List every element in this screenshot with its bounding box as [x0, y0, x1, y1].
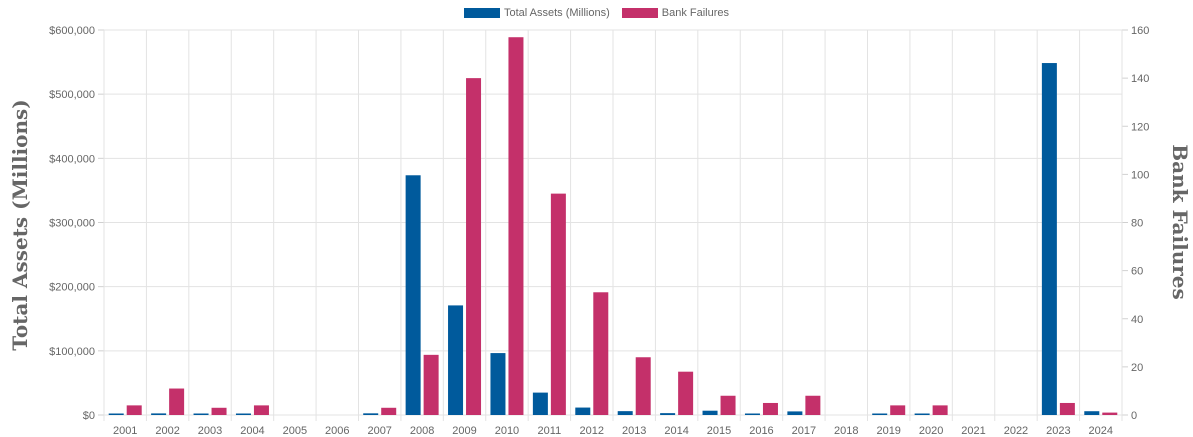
y-left-tick-label: $0 — [83, 410, 95, 422]
bar-bank-failures-2007[interactable] — [381, 407, 397, 415]
y-left-tick-label: $600,000 — [49, 25, 95, 37]
x-tick-label: 2001 — [113, 425, 137, 437]
y-right-tick-label: 140 — [1131, 73, 1149, 85]
bar-total-assets-2019[interactable] — [872, 413, 888, 416]
bar-bank-failures-2024[interactable] — [1102, 412, 1118, 415]
bar-total-assets-2003[interactable] — [193, 413, 209, 416]
legend-item-total-assets[interactable]: Total Assets (Millions) — [463, 7, 610, 19]
bar-total-assets-2011[interactable] — [532, 392, 548, 415]
bar-total-assets-2023[interactable] — [1041, 63, 1057, 415]
bar-total-assets-2004[interactable] — [235, 413, 251, 416]
bar-total-assets-2016[interactable] — [744, 413, 760, 416]
x-tick-label: 2002 — [155, 425, 179, 437]
bar-total-assets-2007[interactable] — [363, 413, 379, 415]
bar-total-assets-2015[interactable] — [702, 410, 718, 415]
bar-total-assets-2008[interactable] — [405, 175, 421, 415]
bar-bank-failures-2009[interactable] — [466, 78, 482, 415]
bar-bank-failures-2003[interactable] — [211, 407, 227, 415]
bar-bank-failures-2011[interactable] — [550, 193, 566, 415]
x-tick-label: 2009 — [452, 425, 476, 437]
y-right-tick-label: 0 — [1131, 410, 1137, 422]
y-left-tick-label: $200,000 — [49, 282, 95, 294]
y-right-tick-label: 80 — [1131, 218, 1143, 230]
legend-label-total-assets: Total Assets (Millions) — [503, 7, 610, 19]
bar-bank-failures-2004[interactable] — [253, 405, 269, 415]
bar-total-assets-2001[interactable] — [108, 413, 124, 416]
y-right-tick-label: 60 — [1131, 266, 1143, 278]
x-tick-label: 2012 — [580, 425, 604, 437]
bar-total-assets-2009[interactable] — [448, 305, 464, 415]
x-tick-label: 2016 — [749, 425, 773, 437]
x-tick-label: 2021 — [961, 425, 985, 437]
x-tick-label: 2018 — [834, 425, 858, 437]
bar-bank-failures-2002[interactable] — [169, 388, 185, 415]
y-right-tick-label: 160 — [1131, 25, 1149, 37]
x-tick-label: 2011 — [538, 425, 562, 437]
y-right-tick-label: 20 — [1131, 362, 1143, 374]
bar-bank-failures-2019[interactable] — [890, 405, 906, 415]
x-tick-label: 2017 — [792, 425, 816, 437]
x-tick-label: 2015 — [707, 425, 731, 437]
grid-layer — [98, 29, 1128, 421]
x-tick-label: 2004 — [240, 425, 264, 437]
bar-bank-failures-2016[interactable] — [762, 402, 778, 415]
x-tick-label: 2008 — [410, 425, 434, 437]
x-tick-label: 2023 — [1046, 425, 1070, 437]
bar-total-assets-2014[interactable] — [660, 413, 676, 415]
bar-bank-failures-2017[interactable] — [805, 395, 821, 415]
x-tick-label: 2010 — [495, 425, 519, 437]
bar-bank-failures-2008[interactable] — [423, 354, 439, 415]
y-left-tick-label: $500,000 — [49, 89, 95, 101]
bar-bank-failures-2023[interactable] — [1059, 402, 1075, 415]
y-left-tick-label: $100,000 — [49, 346, 95, 358]
bar-bank-failures-2001[interactable] — [126, 405, 142, 415]
bar-total-assets-2024[interactable] — [1084, 411, 1100, 415]
bar-bank-failures-2014[interactable] — [678, 371, 694, 415]
bar-total-assets-2013[interactable] — [617, 411, 633, 415]
bar-total-assets-2017[interactable] — [787, 411, 803, 415]
x-tick-label: 2020 — [919, 425, 943, 437]
ticks-layer: $0 $100,000 $200,000 $300,000 $400,000 $500,0… — [49, 25, 1149, 437]
y-right-tick-label: 120 — [1131, 121, 1149, 133]
x-tick-label: 2013 — [622, 425, 646, 437]
x-tick-label: 2003 — [198, 425, 222, 437]
bar-total-assets-2012[interactable] — [575, 407, 591, 415]
y-left-tick-label: $300,000 — [49, 218, 95, 230]
y-right-tick-label: 100 — [1131, 169, 1149, 181]
x-tick-label: 2007 — [367, 425, 391, 437]
bar-total-assets-2002[interactable] — [151, 413, 167, 415]
x-tick-label: 2022 — [1004, 425, 1028, 437]
x-tick-label: 2024 — [1089, 425, 1113, 437]
y-right-tick-label: 40 — [1131, 314, 1143, 326]
legend-swatch-total-assets — [463, 8, 500, 18]
x-tick-label: 2005 — [283, 425, 307, 437]
bar-bank-failures-2020[interactable] — [932, 405, 948, 415]
x-tick-label: 2006 — [325, 425, 349, 437]
bar-bank-failures-2010[interactable] — [508, 37, 524, 415]
x-tick-label: 2014 — [664, 425, 688, 437]
legend-swatch-bank-failures — [621, 8, 658, 18]
y-left-tick-label: $400,000 — [49, 153, 95, 165]
legend-item-bank-failures[interactable]: Bank Failures — [621, 7, 730, 19]
legend: Total Assets (Millions) Bank Failures — [0, 7, 1193, 19]
bar-total-assets-2010[interactable] — [490, 353, 506, 415]
x-tick-label: 2019 — [876, 425, 900, 437]
bar-bank-failures-2013[interactable] — [635, 357, 651, 415]
bar-bank-failures-2015[interactable] — [720, 395, 736, 415]
bar-total-assets-2020[interactable] — [914, 413, 930, 416]
legend-label-bank-failures: Bank Failures — [661, 7, 730, 19]
bars-layer — [108, 37, 1118, 416]
bar-bank-failures-2012[interactable] — [593, 292, 609, 415]
